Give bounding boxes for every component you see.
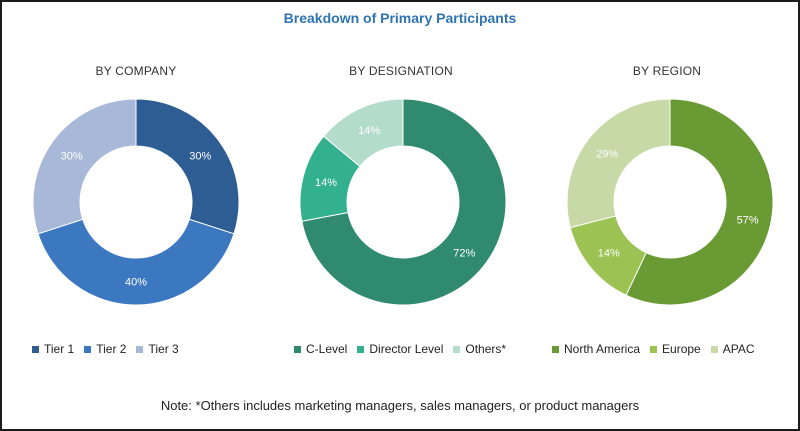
region-chart-title: BY REGION — [632, 64, 702, 78]
legend-item-europe: Europe — [650, 342, 701, 356]
region-donut: 57% 14% 29% — [566, 98, 774, 306]
legend-label: North America — [564, 342, 641, 356]
legend-swatch — [84, 345, 92, 353]
legend-item-north-america: North America — [552, 342, 640, 356]
slice-apac — [566, 98, 671, 229]
legend-swatch — [294, 345, 301, 353]
data-label-director-level: 14% — [315, 177, 337, 189]
legend-label: Tier 3 — [148, 342, 179, 356]
legend-item-apac: APAC — [710, 342, 755, 356]
footnote: Note: *Others includes marketing manager… — [160, 398, 640, 413]
designation-chart-title: BY DESIGNATION — [349, 64, 453, 78]
data-label-others: 14% — [358, 125, 380, 137]
company-legend: Tier 1 Tier 2 Tier 3 — [32, 340, 189, 358]
data-label-tier-2: 40% — [125, 277, 147, 289]
legend-label: Tier 2 — [96, 342, 127, 356]
legend-swatch — [136, 345, 144, 353]
slice-tier-2 — [37, 218, 235, 306]
designation-legend: C-Level Director Level Others* — [294, 340, 516, 358]
legend-label: Tier 1 — [44, 342, 75, 356]
legend-swatch — [357, 345, 365, 353]
region-legend: North America Europe APAC — [552, 340, 755, 358]
figure-title: Breakdown of Primary Participants — [283, 10, 517, 26]
slice-tier-3 — [32, 98, 137, 235]
data-label-tier-1: 30% — [189, 150, 211, 162]
legend-item-director-level: Director Level — [357, 342, 443, 356]
data-label-europe: 14% — [598, 248, 620, 260]
legend-label: Director Level — [369, 342, 444, 356]
legend-item-tier-2: Tier 2 — [84, 342, 126, 356]
legend-item-c-level: C-Level — [294, 342, 347, 356]
company-donut: 30% 40% 30% — [32, 98, 240, 306]
data-label-north-america: 57% — [737, 214, 759, 226]
legend-label: C-Level — [306, 342, 348, 356]
data-label-tier-3: 30% — [61, 150, 83, 162]
designation-donut: 72% 14% 14% — [299, 98, 507, 306]
legend-label: Europe — [662, 342, 701, 356]
legend-label: APAC — [722, 342, 755, 356]
slice-c-level — [301, 98, 507, 306]
legend-item-others: Others* — [453, 342, 506, 356]
data-label-c-level: 72% — [453, 248, 475, 260]
legend-swatch — [650, 345, 658, 353]
legend-swatch — [453, 345, 461, 353]
legend-item-tier-1: Tier 1 — [32, 342, 74, 356]
slice-tier-1 — [135, 98, 240, 235]
legend-item-tier-3: Tier 3 — [136, 342, 179, 356]
legend-swatch — [710, 345, 718, 353]
slice-north-america — [625, 98, 774, 306]
data-label-apac: 29% — [596, 148, 618, 160]
company-chart-title: BY COMPANY — [95, 64, 177, 78]
legend-swatch — [32, 345, 39, 353]
legend-swatch — [552, 345, 559, 353]
legend-label: Others* — [465, 342, 507, 356]
slice-others — [322, 98, 404, 168]
